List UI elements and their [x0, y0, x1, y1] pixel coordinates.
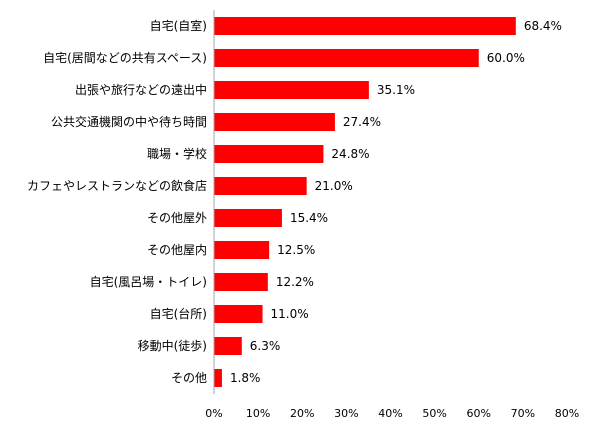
category-label: カフェやレストランなどの飲食店: [27, 178, 207, 193]
x-tick-label: 0%: [205, 407, 222, 420]
value-label: 68.4%: [524, 19, 562, 33]
x-tick-label: 20%: [290, 407, 314, 420]
category-label: 職場・学校: [147, 146, 207, 161]
x-tick-label: 30%: [334, 407, 358, 420]
value-label: 35.1%: [377, 83, 415, 97]
value-label: 12.2%: [276, 275, 314, 289]
x-tick-label: 40%: [378, 407, 402, 420]
x-axis-ticks: 0% 10% 20% 30% 40% 50% 60% 70% 80%: [205, 407, 579, 420]
category-label: その他: [171, 371, 207, 385]
bar: [214, 145, 324, 163]
bar: [214, 177, 307, 195]
value-label: 15.4%: [290, 211, 328, 225]
value-label: 1.8%: [230, 371, 261, 385]
value-label: 60.0%: [487, 51, 525, 65]
value-label: 11.0%: [271, 307, 309, 321]
x-tick-label: 50%: [422, 407, 446, 420]
value-label: 21.0%: [315, 179, 353, 193]
x-tick-label: 70%: [511, 407, 535, 420]
value-label: 6.3%: [250, 339, 281, 353]
bar: [214, 209, 282, 227]
category-label: その他屋内: [147, 243, 207, 257]
bar: [214, 273, 268, 291]
bar: [214, 49, 479, 67]
category-label: 自宅(風呂場・トイレ): [90, 274, 207, 289]
category-label: その他屋外: [147, 211, 207, 225]
value-label: 12.5%: [277, 243, 315, 257]
bar: [214, 17, 516, 35]
category-label: 出張や旅行などの遠出中: [75, 82, 207, 97]
bar: [214, 113, 335, 131]
x-tick-label: 80%: [555, 407, 579, 420]
category-label: 自宅(台所): [150, 306, 207, 321]
bar: [214, 241, 270, 259]
category-labels: 自宅(自室) 自宅(居間などの共有スペース) 出張や旅行などの遠出中公共交通機関の中…: [27, 18, 207, 385]
bars-group: [214, 17, 516, 387]
x-tick-label: 10%: [246, 407, 270, 420]
category-label: 自宅(自室): [150, 18, 207, 33]
bar: [214, 81, 369, 99]
value-label: 27.4%: [343, 115, 381, 129]
bar: [214, 305, 263, 323]
bar: [214, 369, 222, 387]
category-label: 移動中(徒歩): [138, 338, 207, 353]
bar: [214, 337, 242, 355]
value-labels: 68.4% 60.0% 35.1% 27.4% 24.8% 21.0% 15.4% 12.5%…: [230, 19, 562, 385]
category-label: 自宅(居間などの共有スペース): [43, 50, 207, 65]
category-label: 公共交通機関の中や待ち時間: [51, 114, 207, 129]
x-tick-label: 60%: [467, 407, 491, 420]
value-label: 24.8%: [331, 147, 369, 161]
